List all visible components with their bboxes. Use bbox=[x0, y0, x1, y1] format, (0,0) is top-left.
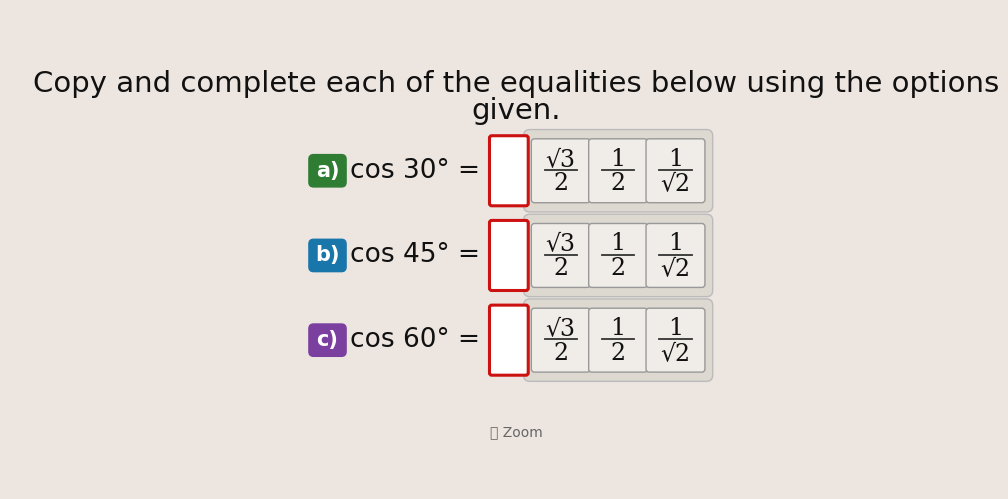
Text: cos 30° =: cos 30° = bbox=[350, 158, 480, 184]
Text: √3: √3 bbox=[545, 233, 576, 255]
FancyBboxPatch shape bbox=[646, 139, 705, 203]
Text: 2: 2 bbox=[611, 342, 626, 365]
Text: a): a) bbox=[316, 161, 340, 181]
FancyBboxPatch shape bbox=[308, 324, 346, 356]
Text: 1: 1 bbox=[668, 148, 683, 171]
FancyBboxPatch shape bbox=[589, 139, 647, 203]
FancyBboxPatch shape bbox=[589, 308, 647, 372]
FancyBboxPatch shape bbox=[646, 308, 705, 372]
Text: 2: 2 bbox=[553, 257, 569, 280]
Text: c): c) bbox=[317, 330, 339, 350]
FancyBboxPatch shape bbox=[523, 214, 713, 296]
Text: cos 60° =: cos 60° = bbox=[350, 327, 480, 353]
Text: 🔍 Zoom: 🔍 Zoom bbox=[490, 426, 543, 440]
FancyBboxPatch shape bbox=[490, 136, 528, 206]
Text: Copy and complete each of the equalities below using the options: Copy and complete each of the equalities… bbox=[33, 70, 1000, 98]
Text: √3: √3 bbox=[545, 148, 576, 171]
Text: √2: √2 bbox=[660, 342, 690, 365]
Text: 1: 1 bbox=[611, 317, 626, 340]
FancyBboxPatch shape bbox=[523, 130, 713, 212]
FancyBboxPatch shape bbox=[531, 308, 591, 372]
Text: 2: 2 bbox=[611, 257, 626, 280]
Text: 2: 2 bbox=[553, 342, 569, 365]
FancyBboxPatch shape bbox=[531, 224, 591, 287]
Text: √2: √2 bbox=[660, 172, 690, 195]
FancyBboxPatch shape bbox=[490, 221, 528, 290]
FancyBboxPatch shape bbox=[490, 305, 528, 375]
Text: 1: 1 bbox=[668, 317, 683, 340]
Text: 1: 1 bbox=[611, 233, 626, 255]
Text: 1: 1 bbox=[611, 148, 626, 171]
FancyBboxPatch shape bbox=[308, 240, 346, 271]
Text: b): b) bbox=[316, 246, 340, 265]
Text: 1: 1 bbox=[668, 233, 683, 255]
FancyBboxPatch shape bbox=[523, 299, 713, 381]
Text: √3: √3 bbox=[545, 317, 576, 340]
Text: √2: √2 bbox=[660, 257, 690, 280]
Text: 2: 2 bbox=[611, 172, 626, 195]
Text: cos 45° =: cos 45° = bbox=[350, 243, 480, 268]
Text: 2: 2 bbox=[553, 172, 569, 195]
FancyBboxPatch shape bbox=[646, 224, 705, 287]
Text: given.: given. bbox=[472, 97, 561, 125]
FancyBboxPatch shape bbox=[589, 224, 647, 287]
FancyBboxPatch shape bbox=[531, 139, 591, 203]
FancyBboxPatch shape bbox=[308, 155, 346, 187]
